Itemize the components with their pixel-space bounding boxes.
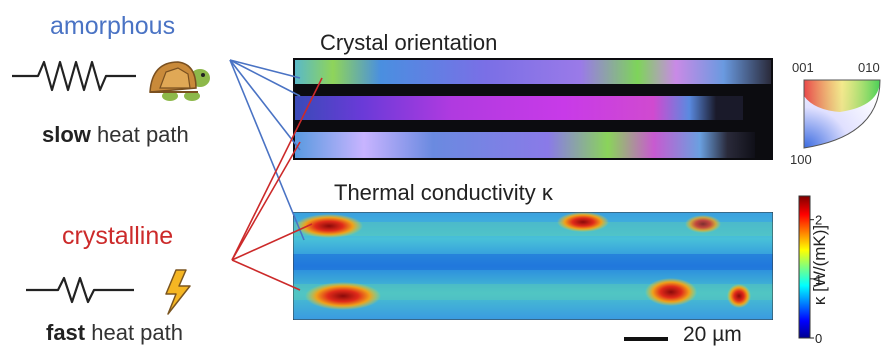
crystalline-connectors (231, 77, 323, 291)
scale-bar-label: 20 µm (683, 323, 742, 346)
kappa-colorbar: 0 1 2 (798, 195, 822, 344)
amorphous-connectors (229, 59, 305, 241)
colorbar-ticks: 0 1 2 (810, 213, 822, 344)
crystal-orientation-title: Crystal orientation (320, 30, 498, 55)
crystal-orientation-map (293, 58, 773, 160)
colorbar-tick-label: 1 (815, 272, 822, 287)
crystalline-label: crystalline (62, 222, 174, 250)
scale-bar (624, 337, 668, 341)
amorphous-label: amorphous (50, 12, 176, 40)
slow-heat-path-label: slow heat path (42, 122, 189, 147)
thermal-conductivity-title: Thermal conductivity κ (334, 180, 553, 205)
orientation-key-010: 010 (858, 60, 880, 75)
orientation-key-001: 001 (792, 60, 814, 75)
thermal-conductivity-map (293, 212, 773, 320)
colorbar-tick-label: 2 (815, 213, 822, 228)
resistor-icon (26, 276, 134, 304)
fast-heat-path-label: fast heat path (46, 320, 183, 345)
resistor-icon (12, 60, 136, 92)
turtle-icon (149, 61, 210, 101)
colorbar-tick-label: 0 (815, 331, 822, 344)
orientation-key-100: 100 (790, 152, 812, 167)
orientation-key (803, 79, 881, 149)
lightning-icon (165, 269, 191, 315)
